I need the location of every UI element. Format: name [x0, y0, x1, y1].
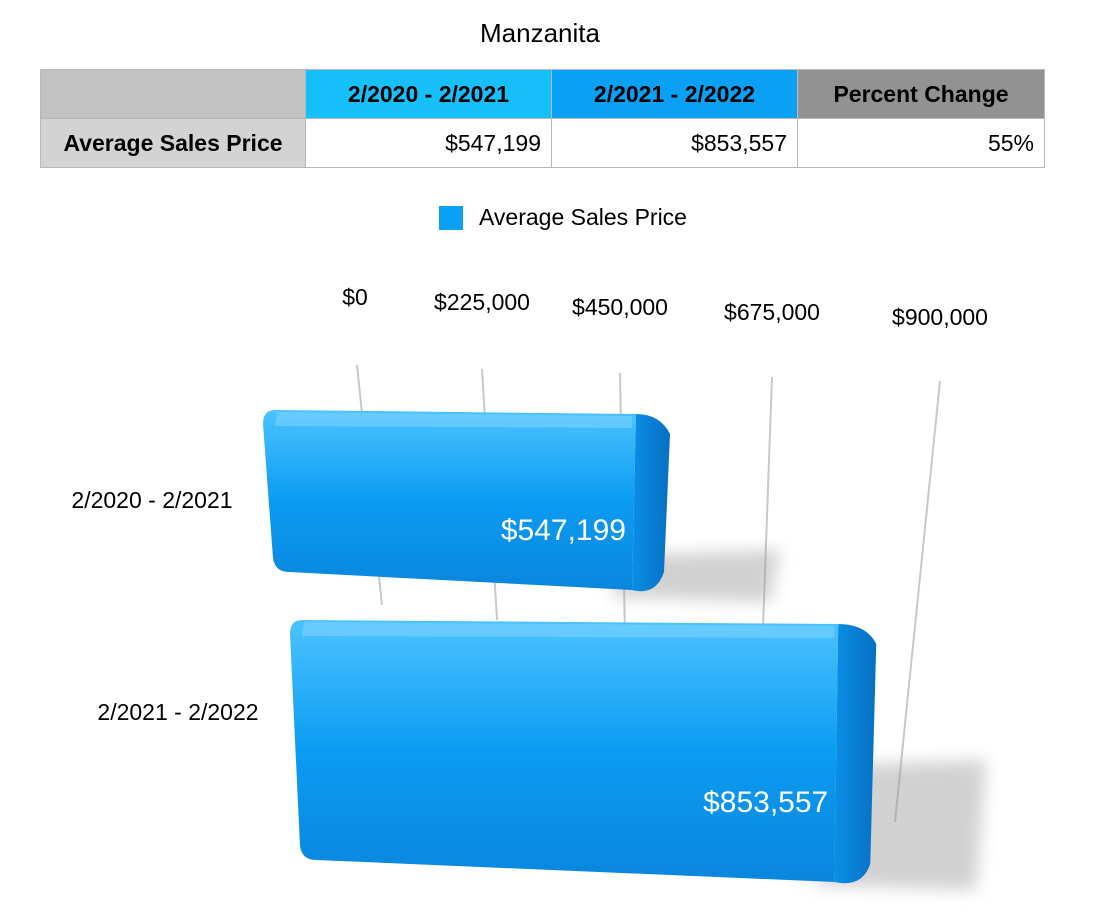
- category-label: 2/2021 - 2/2022: [97, 699, 258, 725]
- x-tick-label: $675,000: [724, 299, 820, 325]
- table-header-row: 2/2020 - 2/2021 2/2021 - 2/2022 Percent …: [40, 69, 1045, 119]
- x-tick-label: $900,000: [892, 304, 988, 330]
- bar: [263, 410, 636, 590]
- x-tick-label: $0: [342, 284, 368, 310]
- category-label: 2/2020 - 2/2021: [71, 487, 232, 513]
- table-header-cell: Percent Change: [797, 69, 1045, 119]
- bar-highlight: [275, 412, 632, 428]
- chart-legend: Average Sales Price: [439, 204, 687, 231]
- bar-end-cap: [631, 414, 670, 592]
- x-tick-label: $450,000: [572, 294, 668, 320]
- table-row-label: Average Sales Price: [40, 118, 306, 168]
- summary-table: 2/2020 - 2/2021 2/2021 - 2/2022 Percent …: [40, 69, 1045, 168]
- table-header-cell: 2/2020 - 2/2021: [305, 69, 552, 119]
- legend-label: Average Sales Price: [479, 204, 687, 230]
- bar: [290, 620, 839, 882]
- legend-swatch: [439, 205, 463, 230]
- x-tick-label: $225,000: [434, 289, 530, 315]
- table-cell: $853,557: [551, 118, 798, 168]
- bar-end-cap: [834, 624, 877, 884]
- chart-title: Manzanita: [480, 18, 600, 48]
- gridline: [894, 380, 941, 823]
- data-label: $547,199: [501, 514, 626, 547]
- table-row: Average Sales Price $547,199 $853,557 55…: [40, 118, 1045, 168]
- table-header-cell: [40, 69, 306, 119]
- table-cell: 55%: [797, 118, 1045, 168]
- gridline: [761, 376, 773, 656]
- table-cell: $547,199: [305, 118, 552, 168]
- bar-highlight: [302, 622, 835, 638]
- data-label: $853,557: [703, 786, 828, 819]
